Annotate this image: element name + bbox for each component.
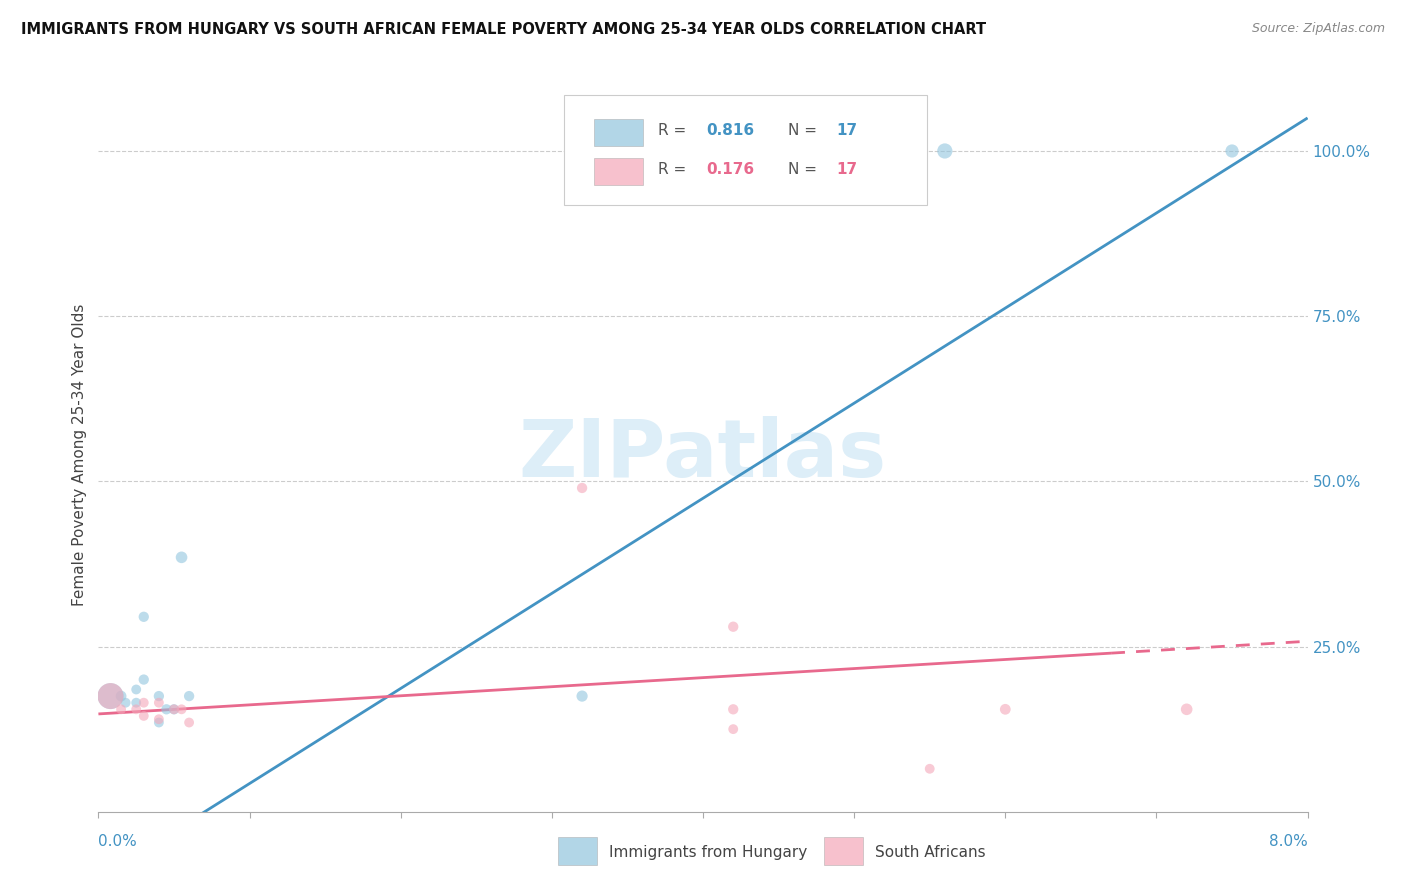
Text: N =: N =: [787, 123, 821, 137]
Point: [132, 673, 155, 687]
Point: [934, 144, 956, 158]
Point: [571, 481, 593, 495]
Point: [148, 696, 170, 710]
Point: [163, 702, 186, 716]
Text: South Africans: South Africans: [875, 845, 986, 860]
FancyBboxPatch shape: [824, 837, 863, 865]
Text: 0.816: 0.816: [707, 123, 755, 137]
Y-axis label: Female Poverty Among 25-34 Year Olds: Female Poverty Among 25-34 Year Olds: [72, 304, 87, 606]
Point: [723, 722, 745, 736]
Point: [170, 550, 193, 565]
Point: [918, 762, 941, 776]
Text: Source: ZipAtlas.com: Source: ZipAtlas.com: [1251, 22, 1385, 36]
Text: 0.176: 0.176: [707, 162, 755, 177]
FancyBboxPatch shape: [564, 95, 927, 205]
Point: [100, 689, 122, 703]
Point: [100, 689, 122, 703]
FancyBboxPatch shape: [595, 158, 643, 186]
Point: [125, 682, 148, 697]
Point: [125, 702, 148, 716]
Text: N =: N =: [787, 162, 821, 177]
FancyBboxPatch shape: [558, 837, 596, 865]
Point: [179, 689, 201, 703]
Point: [155, 702, 177, 716]
Point: [148, 715, 170, 730]
Point: [179, 715, 201, 730]
Point: [723, 702, 745, 716]
Point: [110, 689, 132, 703]
Text: IMMIGRANTS FROM HUNGARY VS SOUTH AFRICAN FEMALE POVERTY AMONG 25-34 YEAR OLDS CO: IMMIGRANTS FROM HUNGARY VS SOUTH AFRICAN…: [21, 22, 986, 37]
Point: [148, 712, 170, 726]
Text: R =: R =: [658, 123, 692, 137]
Text: 17: 17: [837, 162, 858, 177]
Point: [170, 702, 193, 716]
Point: [571, 689, 593, 703]
Point: [125, 696, 148, 710]
Text: 0.0%: 0.0%: [98, 834, 138, 849]
Point: [132, 609, 155, 624]
Text: 17: 17: [837, 123, 858, 137]
Point: [1175, 702, 1198, 716]
Text: R =: R =: [658, 162, 692, 177]
Text: 8.0%: 8.0%: [1268, 834, 1308, 849]
Point: [163, 702, 186, 716]
Point: [1220, 144, 1243, 158]
Point: [132, 709, 155, 723]
Point: [723, 620, 745, 634]
Point: [723, 144, 745, 158]
Point: [114, 696, 136, 710]
FancyBboxPatch shape: [595, 119, 643, 146]
Text: Immigrants from Hungary: Immigrants from Hungary: [609, 845, 807, 860]
Point: [132, 696, 155, 710]
Point: [994, 702, 1017, 716]
Point: [110, 702, 132, 716]
Text: ZIPatlas: ZIPatlas: [519, 416, 887, 494]
Point: [148, 689, 170, 703]
